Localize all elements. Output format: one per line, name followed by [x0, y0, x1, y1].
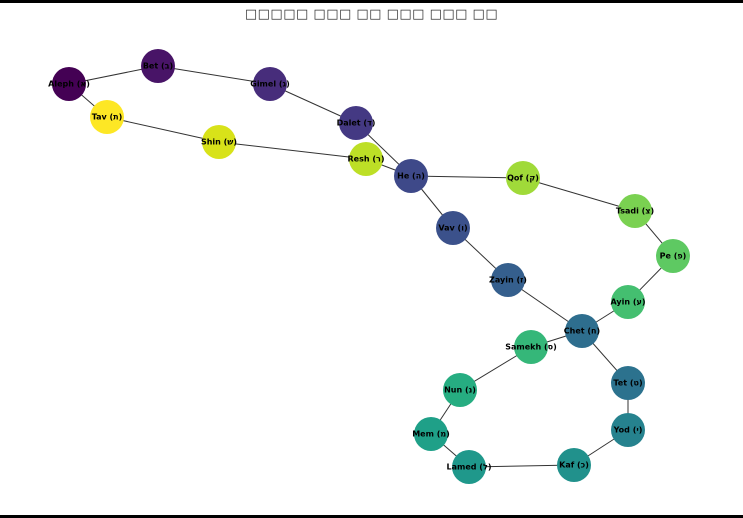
- node-label-bet: Bet (ב): [143, 62, 173, 71]
- node-chet: Chet (ח): [564, 314, 600, 348]
- node-label-zayin: Zayin (ז): [489, 276, 527, 285]
- node-circle-samekh: [514, 330, 548, 364]
- node-vav: Vav (ו): [436, 211, 470, 245]
- node-label-resh: Resh (ר): [348, 155, 385, 164]
- node-samekh: Samekh (ס): [505, 330, 557, 364]
- node-circle-aleph: [52, 67, 86, 101]
- node-label-vav: Vav (ו): [438, 224, 467, 233]
- node-tsadi: Tsadi (צ): [616, 194, 654, 228]
- node-label-tav: Tav (ת): [92, 113, 123, 122]
- node-yod: Yod (י): [611, 413, 645, 447]
- node-tet: Tet (ט): [611, 366, 645, 400]
- node-label-qof: Qof (ק): [507, 174, 539, 183]
- node-kaf: Kaf (כ): [557, 448, 591, 482]
- node-ayin: Ayin (ע): [611, 285, 646, 319]
- node-circle-nun: [443, 373, 477, 407]
- node-gimel: Gimel (ג): [250, 67, 290, 101]
- node-pe: Pe (פ): [656, 239, 690, 273]
- node-circle-vav: [436, 211, 470, 245]
- edge-bet-gimel: [157, 65, 271, 85]
- node-circle-pe: [656, 239, 690, 273]
- node-circle-bet: [141, 49, 175, 83]
- node-circle-gimel: [253, 67, 287, 101]
- edge-qof-he: [410, 175, 524, 179]
- node-bet: Bet (ב): [141, 49, 175, 83]
- node-circle-shin: [202, 125, 236, 159]
- node-aleph: Aleph (א): [48, 67, 90, 101]
- node-label-yod: Yod (י): [613, 426, 643, 435]
- node-label-aleph: Aleph (א): [48, 80, 90, 89]
- node-circle-tav: [90, 100, 124, 134]
- node-circle-resh: [349, 142, 383, 176]
- node-circle-qof: [506, 161, 540, 195]
- node-circle-chet: [565, 314, 599, 348]
- node-label-pe: Pe (פ): [660, 252, 687, 261]
- node-dalet: Dalet (ד): [337, 106, 376, 140]
- node-zayin: Zayin (ז): [489, 263, 527, 297]
- node-label-gimel: Gimel (ג): [250, 80, 290, 89]
- node-label-shin: Shin (ש): [201, 138, 237, 147]
- node-circle-tsadi: [618, 194, 652, 228]
- node-tav: Tav (ת): [90, 100, 124, 134]
- node-label-chet: Chet (ח): [564, 327, 600, 336]
- node-label-dalet: Dalet (ד): [337, 119, 376, 128]
- node-label-he: He (ה): [397, 172, 425, 181]
- node-nun: Nun (נ): [443, 373, 477, 407]
- node-qof: Qof (ק): [506, 161, 540, 195]
- node-resh: Resh (ר): [348, 142, 385, 176]
- node-he: He (ה): [394, 159, 428, 193]
- node-label-tsadi: Tsadi (צ): [616, 207, 654, 216]
- node-circle-kaf: [557, 448, 591, 482]
- node-label-ayin: Ayin (ע): [611, 298, 646, 307]
- node-mem: Mem (מ): [412, 417, 450, 451]
- node-label-samekh: Samekh (ס): [505, 343, 556, 352]
- edge-kaf-lamed: [468, 464, 575, 468]
- node-lamed: Lamed (ל): [447, 450, 492, 484]
- node-circle-dalet: [339, 106, 373, 140]
- edge-shin-tav: [106, 116, 220, 143]
- node-label-nun: Nun (נ): [444, 386, 476, 395]
- edge-resh-shin: [218, 141, 367, 160]
- node-circle-tet: [611, 366, 645, 400]
- node-label-kaf: Kaf (כ): [559, 461, 589, 470]
- node-circle-zayin: [491, 263, 525, 297]
- figure-title: □□□□□ □□□ □□ □□□ □□□ □□: [244, 7, 499, 22]
- node-label-mem: Mem (מ): [412, 430, 450, 439]
- node-circle-mem: [414, 417, 448, 451]
- node-circle-he: [394, 159, 428, 193]
- nodes-layer: Aleph (א) Bet (ב) Gimel (ג) Dalet (ד) He (ה)…: [48, 49, 690, 484]
- node-label-tet: Tet (ט): [613, 379, 642, 388]
- node-label-lamed: Lamed (ל): [447, 463, 492, 472]
- node-circle-yod: [611, 413, 645, 447]
- edge-tsadi-qof: [522, 177, 636, 212]
- node-circle-ayin: [611, 285, 645, 319]
- node-circle-lamed: [452, 450, 486, 484]
- node-shin: Shin (ש): [201, 125, 237, 159]
